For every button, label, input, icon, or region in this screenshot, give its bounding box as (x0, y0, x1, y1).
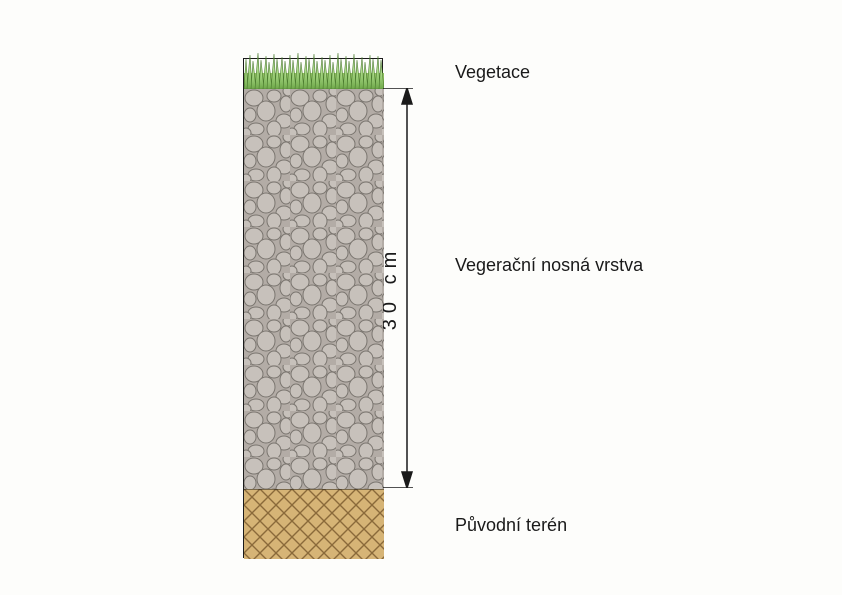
dimension-line: 30 cm (383, 88, 433, 488)
dimension-text: 30 cm (383, 246, 401, 330)
label-terrain: Původní terén (455, 515, 567, 536)
label-vegetation: Vegetace (455, 62, 530, 83)
layer-terrain (244, 489, 382, 559)
layer-substrate (244, 89, 382, 489)
soil-column (243, 58, 383, 558)
layer-vegetation (244, 59, 382, 89)
label-substrate: Vegerační nosná vrstva (455, 255, 643, 276)
